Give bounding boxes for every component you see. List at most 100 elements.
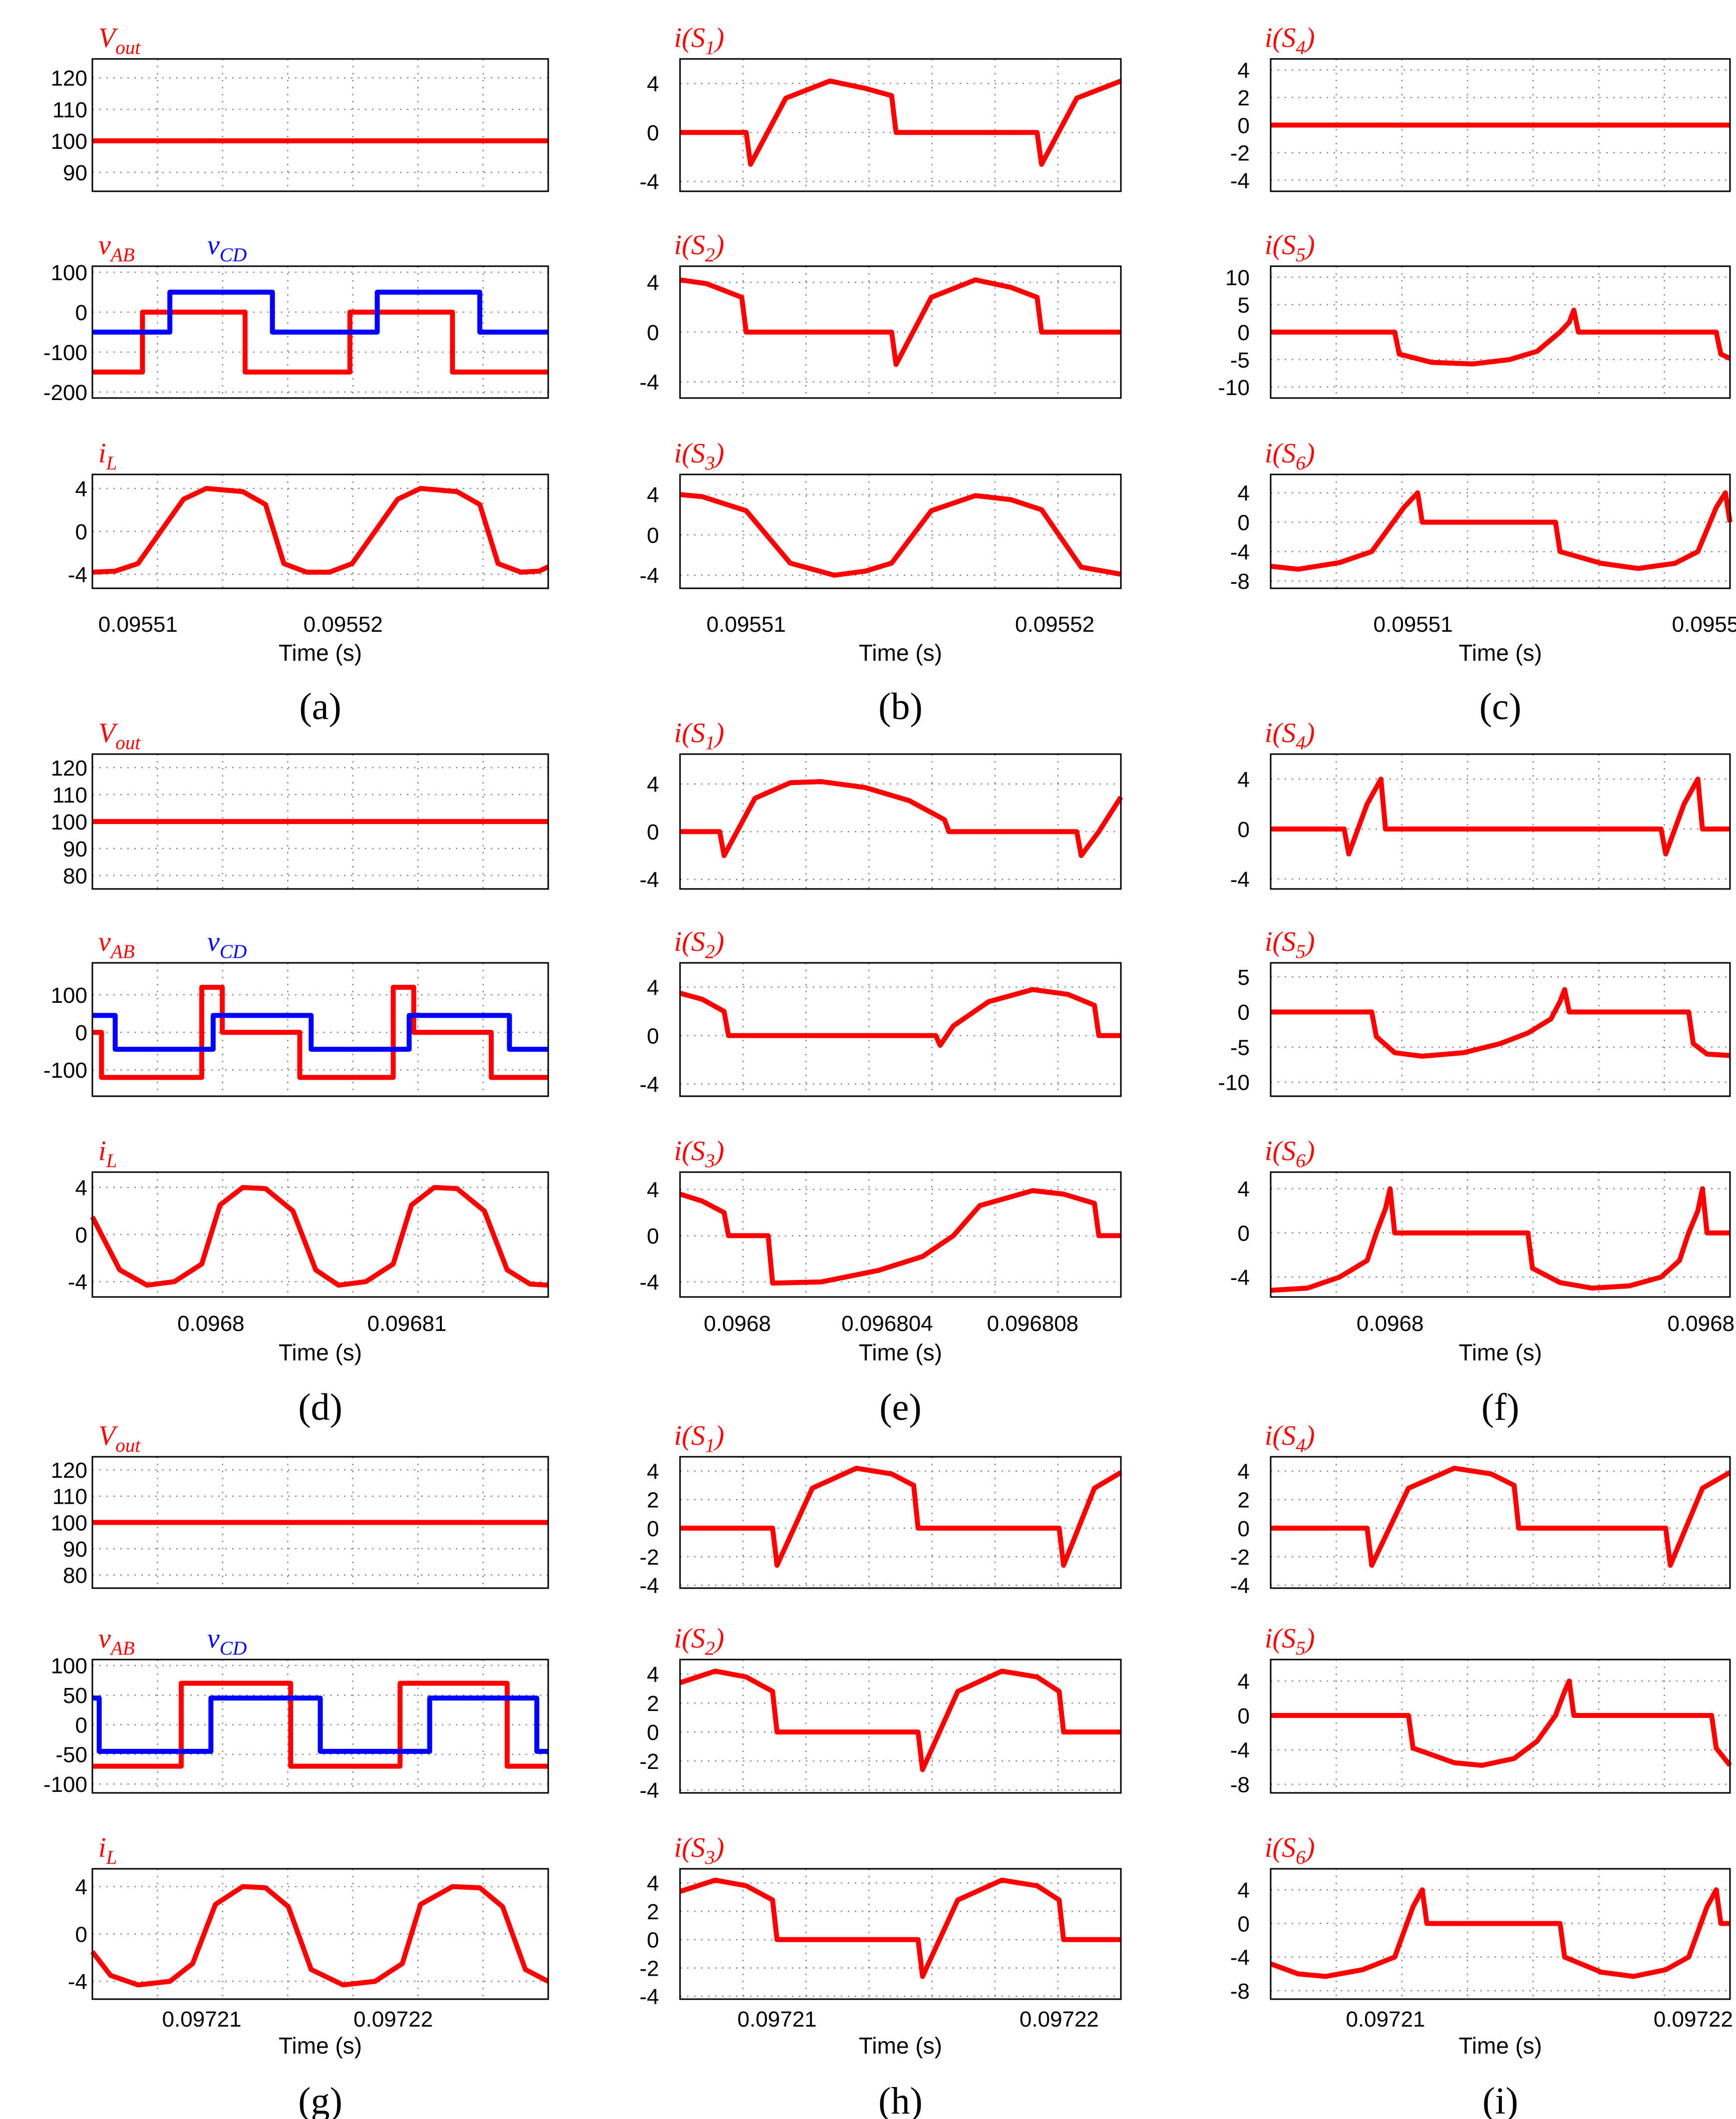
- plot-frame: [91, 1456, 549, 1589]
- plot-frame: [1270, 962, 1731, 1097]
- y-tick-label: 0: [647, 1517, 659, 1541]
- y-tick-label: -4: [640, 370, 659, 395]
- plot-title-end: ): [713, 1832, 724, 1863]
- y-tick-label: 90: [63, 1537, 87, 1562]
- plot-title: iL: [98, 438, 117, 474]
- plot-h-1: 4 2 0 -2 -4 i(S1): [640, 1420, 1122, 1598]
- x-tick-label: 0.09722: [353, 2007, 433, 2032]
- y-tick-label: 110: [52, 783, 87, 808]
- plot-title-end: ): [1304, 1623, 1315, 1654]
- y-tick-label: 0: [1238, 321, 1250, 345]
- x-axis-title: Time (s): [279, 640, 362, 666]
- y-tick-label: 5: [1238, 965, 1250, 990]
- plot-frame: [679, 1456, 1122, 1589]
- panel-h: 420-2-4i(S1)420-2-4i(S2)420-2-4i(S3)0.09…: [640, 1420, 1122, 2119]
- y-tick-label: 0: [1238, 510, 1250, 535]
- plot-title-sub: 4: [1296, 1435, 1306, 1456]
- y-tick-label: -10: [1218, 376, 1250, 400]
- y-tick-label: 4: [647, 975, 659, 1000]
- subfigure-label: (e): [879, 1386, 921, 1428]
- series-line-1: [1271, 777, 1730, 856]
- series-line-1: [1271, 1679, 1732, 1768]
- y-tick-label: -2: [640, 1749, 659, 1774]
- x-tick-label: 0.09721: [1346, 2007, 1425, 2032]
- y-tick-label: -4: [1230, 1574, 1250, 1598]
- plot-title-main: i(S: [1265, 926, 1296, 957]
- series-line-1: [679, 1669, 1121, 1772]
- series-line-1: [680, 779, 1123, 858]
- y-tick-label: -4: [640, 1271, 659, 1295]
- plot-frame: [1270, 1659, 1731, 1794]
- plot-frame: [679, 1659, 1122, 1794]
- series-line-1: [92, 310, 548, 375]
- plot-title-end: ): [1304, 926, 1315, 957]
- y-tick-label: 5: [1238, 293, 1250, 318]
- plot-b-1: 4 0 -4 i(S1): [640, 22, 1122, 194]
- series-line-1: [680, 277, 1121, 367]
- plot-title-sub: 1: [705, 732, 715, 754]
- plot-frame: [679, 473, 1122, 589]
- plot-title: i(S6): [1265, 438, 1315, 474]
- y-tick-label: -8: [1230, 1773, 1250, 1797]
- plot-title: i(S2): [674, 926, 724, 962]
- x-tick-label: 0.0968: [177, 1311, 245, 1336]
- plot-title-end: ): [713, 230, 724, 261]
- plot-title-sub: 5: [1296, 1638, 1306, 1659]
- y-tick-label: -100: [43, 341, 87, 365]
- plot-title: i(S4): [1265, 22, 1315, 58]
- y-tick-label: 0: [647, 523, 659, 548]
- y-tick-label: 2: [1238, 86, 1250, 110]
- plot-c-1: 420-2-4i(S4): [1230, 22, 1731, 193]
- y-tick-label: 4: [647, 773, 659, 797]
- y-tick-label: 0: [1238, 818, 1250, 842]
- y-tick-label: -4: [1230, 1738, 1250, 1763]
- x-tick-label: 0.09681: [1667, 1311, 1736, 1336]
- plot-title-main: v: [98, 926, 111, 957]
- plot-title-main: i: [98, 1832, 106, 1863]
- series-line-1: [679, 987, 1121, 1048]
- y-tick-label: 4: [1238, 1878, 1250, 1903]
- plot-title: vAB: [98, 1623, 135, 1659]
- plot-title: i(S2): [674, 230, 724, 266]
- y-tick-label: 0: [75, 1223, 87, 1248]
- series-line-2: [92, 1695, 548, 1754]
- y-tick-label: -4: [68, 1270, 87, 1294]
- plot-title-main: i(S: [1265, 1623, 1296, 1654]
- plot-frame: [91, 1171, 549, 1298]
- subfigure-label: (h): [878, 2080, 923, 2119]
- y-tick-label: 4: [647, 1871, 659, 1896]
- plot-title-sub: AB: [109, 941, 135, 962]
- plot-title-main: i(S: [674, 22, 705, 53]
- plot-title-main: i(S: [674, 718, 705, 749]
- plot-i-2: 4 0 -4 -8 i(S5): [1230, 1623, 1732, 1797]
- plot-title: vCD: [207, 230, 247, 266]
- x-tick-label: 0.09722: [1020, 2007, 1099, 2032]
- plot-frame: [91, 473, 549, 589]
- y-tick-label: 4: [75, 1875, 87, 1899]
- plot-frame: [1270, 1171, 1731, 1298]
- plot-title: i(S4): [1265, 1420, 1315, 1456]
- plot-title-end: ): [713, 1420, 724, 1451]
- x-axis-title: Time (s): [859, 2033, 942, 2059]
- panel-b: 40-4i(S1)40-4i(S2)40-4i(S3)0.09551 0.0955…: [640, 22, 1122, 728]
- y-tick-label: -2: [1230, 141, 1250, 166]
- plot-frame: [91, 1659, 549, 1794]
- plot-title-sub: 4: [1296, 732, 1306, 754]
- y-tick-label: 0: [1238, 1912, 1250, 1936]
- y-tick-label: 4: [1238, 1177, 1250, 1202]
- plot-title: i(S1): [674, 1420, 724, 1456]
- x-tick-label: 0.09552: [304, 612, 383, 637]
- x-tick-label: 0.09551: [1374, 612, 1453, 637]
- y-tick-label: 2: [1238, 1488, 1250, 1513]
- y-tick-label: -4: [68, 563, 87, 587]
- plot-title-sub: 2: [705, 941, 715, 962]
- plot-title-sub: 1: [705, 37, 715, 58]
- plot-title-main: i(S: [1265, 438, 1296, 469]
- plot-title-main: i(S: [674, 438, 705, 469]
- y-tick-label: -5: [1230, 1035, 1250, 1060]
- plot-title: vAB: [98, 926, 135, 962]
